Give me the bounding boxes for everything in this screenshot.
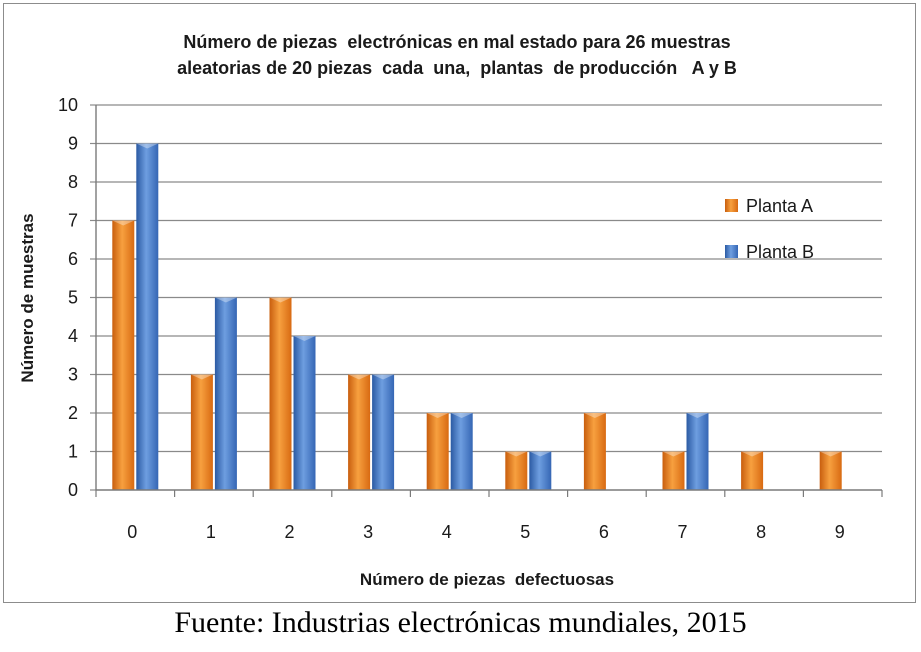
x-tick-label: 8 [756,522,766,542]
x-tick-label: 9 [835,522,845,542]
y-tick-label: 2 [68,403,78,423]
bar-cap [136,143,159,149]
y-tick-label: 4 [68,326,78,346]
bar-cap [348,374,371,380]
y-tick-label: 10 [58,95,78,115]
bar-cap [686,413,709,418]
bar-planta-b-4 [450,413,473,490]
y-axis-title: Número de muestras [18,213,37,382]
y-tick-label: 1 [68,442,78,462]
y-tick-label: 8 [68,172,78,192]
bar-planta-a-7 [662,451,685,490]
legend-swatch-planta-a [725,199,738,212]
chart-title-line: Número de piezas electrónicas en mal est… [183,32,730,52]
x-tick-label: 7 [677,522,687,542]
legend-label: Planta B [746,242,814,262]
bar-planta-a-9 [819,451,842,490]
legend-swatch-planta-b [725,245,738,258]
bar-planta-b-1 [214,297,237,490]
bar-planta-a-1 [190,374,213,490]
legend-label: Planta A [746,196,813,216]
x-tick-label: 3 [363,522,373,542]
bar-planta-b-5 [529,451,552,490]
x-tick-label: 4 [442,522,452,542]
bar-cap [190,374,213,380]
chart-title-line: aleatorias de 20 piezas cada una, planta… [177,58,737,78]
bar-cap [269,297,292,303]
bar-planta-a-5 [505,451,528,490]
bar-planta-b-7 [686,413,709,490]
bar-cap [662,451,685,457]
bar-planta-a-3 [348,374,371,490]
bar-planta-b-2 [293,336,316,490]
y-tick-label: 3 [68,365,78,385]
bar-cap [214,297,237,303]
x-tick-label: 1 [206,522,216,542]
bar-cap [112,220,135,226]
bar-cap [426,413,449,418]
y-tick-label: 9 [68,134,78,154]
bar-planta-a-8 [741,451,764,490]
y-tick-label: 5 [68,288,78,308]
source-note: Fuente: Industrias electrónicas mundiale… [174,606,747,639]
bar-planta-a-2 [269,297,292,490]
bar-cap [450,413,473,418]
bar-cap [372,374,395,380]
bar-cap [741,451,764,457]
bar-cap [505,451,528,457]
x-tick-label: 0 [127,522,137,542]
bar-planta-a-6 [583,413,606,490]
y-tick-label: 6 [68,249,78,269]
y-tick-label: 7 [68,211,78,231]
bar-cap [293,336,316,341]
bar-planta-a-4 [426,413,449,490]
bar-planta-b-0 [136,143,159,490]
bar-cap [529,451,552,457]
x-tick-label: 6 [599,522,609,542]
bar-cap [819,451,842,457]
bar-chart: Número de piezas electrónicas en mal est… [18,32,883,589]
y-tick-label: 0 [68,480,78,500]
bar-planta-a-0 [112,220,135,490]
x-tick-label: 2 [284,522,294,542]
x-axis-title: Número de piezas defectuosas [360,570,614,589]
bar-planta-b-3 [372,374,395,490]
x-tick-label: 5 [520,522,530,542]
bar-cap [583,413,606,418]
